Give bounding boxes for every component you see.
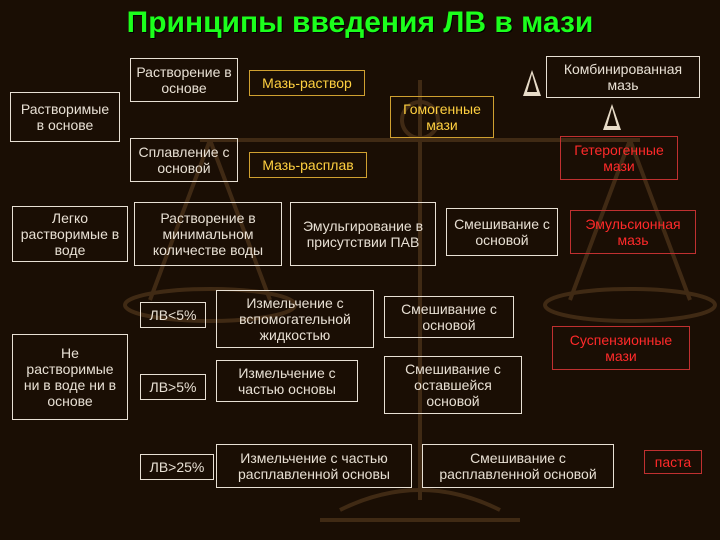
- box-grind-aux: Измельчение с вспомогательной жидкостью: [216, 290, 374, 348]
- box-homogeneous: Гомогенные мази: [390, 96, 494, 138]
- box-dissolve-base: Растворение в основе: [130, 58, 238, 102]
- box-lv-lt-5: ЛВ<5%: [140, 302, 206, 328]
- box-combined: Комбинированная мазь: [546, 56, 700, 98]
- box-mix-base-2: Смешивание с основой: [384, 296, 514, 338]
- box-heterogeneous: Гетерогенные мази: [560, 136, 678, 180]
- box-grind-part: Измельчение с частью основы: [216, 360, 358, 402]
- box-paste: паста: [644, 450, 702, 474]
- box-suspension: Суспензионные мази: [552, 326, 690, 370]
- box-mix-rest: Смешивание с оставшейся основой: [384, 356, 522, 414]
- slide-title: Принципы введения ЛВ в мази: [0, 6, 720, 40]
- arrow-2: [603, 104, 621, 130]
- box-lv-gt-25: ЛВ>25%: [140, 454, 214, 480]
- box-grind-melt: Измельчение с частью расплавленной основ…: [216, 444, 412, 488]
- box-alloy-base: Сплавление с основой: [130, 138, 238, 182]
- box-emulsify: Эмульгирование в присутствии ПАВ: [290, 202, 436, 266]
- arrow-1: [523, 70, 541, 96]
- box-lv-gt-5: ЛВ>5%: [140, 374, 206, 400]
- box-emulsion-oint: Эмульсионная мазь: [570, 210, 696, 254]
- box-easy-water: Легко растворимые в воде: [12, 206, 128, 262]
- box-oint-melt: Мазь-расплав: [249, 152, 367, 178]
- box-dissolve-min: Растворение в минимальном количестве вод…: [134, 202, 282, 266]
- box-mix-base-1: Смешивание с основой: [446, 208, 558, 256]
- box-soluble-base: Растворимые в основе: [10, 92, 120, 142]
- box-oint-solution: Мазь-раствор: [249, 70, 365, 96]
- box-mix-melt: Смешивание с расплавленной основой: [422, 444, 614, 488]
- box-insoluble: Не растворимые ни в воде ни в основе: [12, 334, 128, 420]
